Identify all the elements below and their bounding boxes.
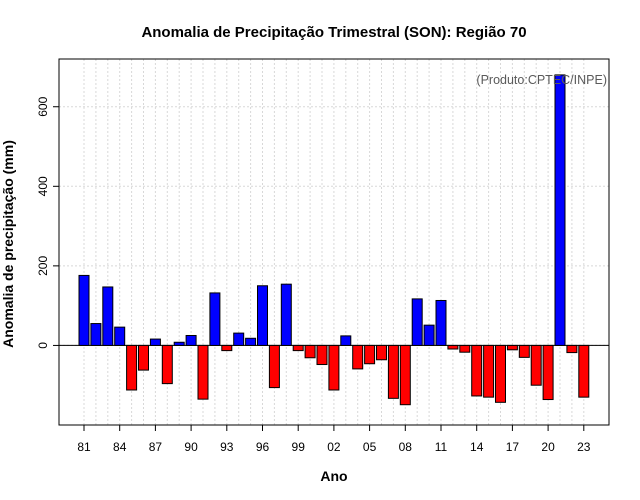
bar-84 [114,326,126,346]
bar-82 [90,323,102,346]
bar-03 [340,335,352,346]
bar-88 [161,344,173,385]
x-tick-label: 96 [256,440,270,454]
x-tick-label: 05 [363,440,377,454]
chart-title: Anomalia de Precipitação Trimestral (SON… [141,24,526,41]
bar-08 [399,344,411,406]
x-tick-label: 20 [541,440,555,454]
bar-02 [328,344,340,391]
bar-87 [149,338,161,346]
bar-94 [233,332,245,346]
x-tick-label: 23 [577,440,591,454]
y-tick-label: 200 [36,256,50,276]
x-tick-label: 14 [470,440,484,454]
bar-09 [411,298,423,346]
bar-18 [518,344,530,358]
bar-05 [364,344,376,365]
bar-14 [471,344,483,397]
y-tick-label: 400 [36,176,50,196]
x-tick-label: 90 [184,440,198,454]
bar-22 [566,344,578,354]
bar-98 [280,283,292,346]
bar-89 [173,341,185,346]
credit-label: (Produto:CPTEC/INPE) [476,73,607,87]
y-tick-label: 600 [36,96,50,116]
x-axis-label: Ano [320,468,347,484]
bar-20 [542,344,554,401]
bar-04 [352,344,364,370]
x-tick-label: 11 [435,440,448,454]
bar-21 [554,74,566,346]
bar-13 [459,344,471,353]
bar-81 [78,274,90,346]
bar-83 [102,286,114,346]
x-tick-label: 02 [327,440,341,454]
x-tick-label: 99 [292,440,306,454]
bars [78,74,590,406]
bar-15 [483,344,495,398]
bar-96 [257,285,268,346]
bar-23 [578,344,590,398]
bar-10 [423,324,435,346]
bar-91 [197,344,209,400]
bar-90 [185,334,197,346]
bar-99 [292,344,304,352]
bar-92 [209,292,221,346]
bar-01 [316,344,328,366]
bar-07 [387,344,399,399]
y-axis: 0 200 400 600 [36,96,59,349]
x-tick-label: 93 [220,440,234,454]
bar-93 [221,344,233,352]
bar-16 [495,344,506,403]
bar-95 [245,337,257,346]
bar-12 [447,344,459,350]
x-axis: 81 84 87 90 93 96 99 02 05 08 11 14 17 20 23 [77,425,591,454]
x-tick-label: 87 [149,440,163,454]
x-tick-label: 17 [506,440,520,454]
x-tick-label: 81 [77,440,91,454]
bar-85 [126,344,138,391]
bar-19 [530,344,542,386]
bar-06 [376,344,387,361]
x-tick-label: 08 [399,440,413,454]
bar-00 [304,344,316,359]
bar-97 [268,344,280,389]
bar-86 [138,344,149,371]
bar-11 [435,299,447,346]
y-axis-label: Anomalia de precipitação (mm) [0,140,16,348]
x-tick-label: 84 [113,440,127,454]
bar-17 [506,344,518,351]
y-tick-label: 0 [36,342,50,349]
